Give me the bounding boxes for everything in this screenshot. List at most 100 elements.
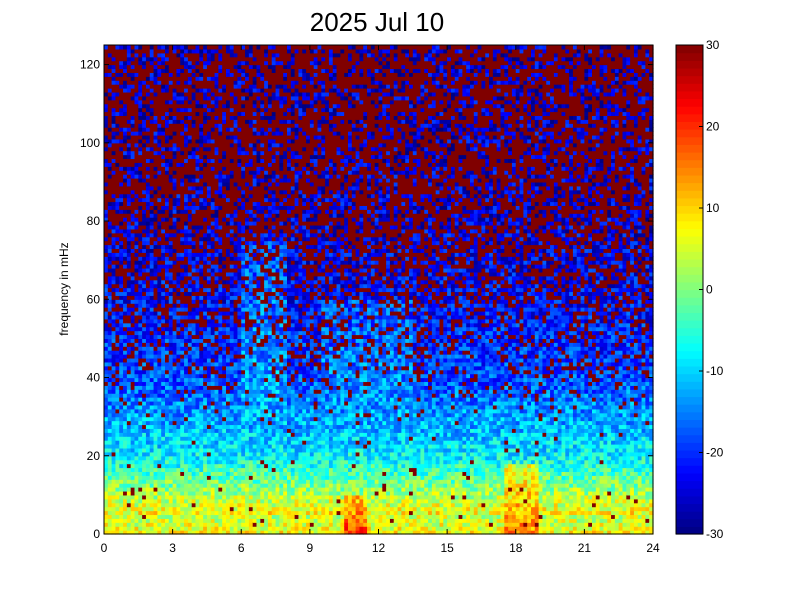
heatmap-cell: [234, 452, 238, 457]
heatmap-cell: [104, 213, 108, 218]
heatmap-cell: [218, 374, 222, 379]
heatmap-cell: [215, 45, 219, 50]
heatmap-cell: [199, 334, 203, 339]
heatmap-cell: [127, 401, 131, 406]
heatmap-cell: [203, 166, 207, 171]
heatmap-cell: [138, 319, 142, 324]
heatmap-cell: [123, 417, 127, 422]
heatmap-cell: [211, 362, 215, 367]
heatmap-cell: [241, 272, 245, 277]
heatmap-cell: [180, 76, 184, 81]
heatmap-cell: [230, 385, 234, 390]
heatmap-cell: [157, 452, 161, 457]
heatmap-cell: [234, 448, 238, 453]
heatmap-cell: [161, 495, 165, 500]
heatmap-cell: [199, 358, 203, 363]
heatmap-cell: [234, 127, 238, 132]
heatmap-cell: [119, 479, 123, 484]
heatmap-cell: [154, 139, 158, 144]
heatmap-cell: [112, 49, 116, 54]
heatmap-cell: [199, 237, 203, 242]
heatmap-cell: [245, 334, 249, 339]
heatmap-cell: [161, 346, 165, 351]
heatmap-cell: [230, 166, 234, 171]
heatmap-cell: [180, 440, 184, 445]
heatmap-cell: [173, 522, 177, 527]
heatmap-cell: [211, 295, 215, 300]
heatmap-cell: [180, 72, 184, 77]
heatmap-cell: [104, 346, 108, 351]
heatmap-cell: [176, 49, 180, 54]
heatmap-cell: [192, 80, 196, 85]
heatmap-cell: [127, 260, 131, 265]
heatmap-cell: [115, 233, 119, 238]
heatmap-cell: [241, 444, 245, 449]
heatmap-cell: [199, 409, 203, 414]
heatmap-cell: [123, 260, 127, 265]
heatmap-cell: [188, 245, 192, 250]
heatmap-cell: [154, 288, 158, 293]
heatmap-cell: [104, 319, 108, 324]
heatmap-cell: [180, 499, 184, 504]
heatmap-cell: [234, 260, 238, 265]
heatmap-cell: [237, 229, 241, 234]
heatmap-cell: [154, 233, 158, 238]
heatmap-cell: [230, 370, 234, 375]
heatmap-cell: [199, 503, 203, 508]
heatmap-cell: [196, 499, 200, 504]
heatmap-cell: [169, 57, 173, 62]
heatmap-cell: [237, 303, 241, 308]
heatmap-cell: [180, 147, 184, 152]
heatmap-cell: [253, 424, 257, 429]
heatmap-cell: [119, 456, 123, 461]
heatmap-cell: [253, 104, 257, 109]
heatmap-cell: [138, 151, 142, 156]
heatmap-cell: [127, 307, 131, 312]
heatmap-cell: [196, 432, 200, 437]
heatmap-cell: [146, 327, 150, 332]
heatmap-cell: [222, 112, 226, 117]
heatmap-cell: [150, 256, 154, 261]
heatmap-cell: [173, 233, 177, 238]
heatmap-cell: [192, 61, 196, 66]
heatmap-cell: [135, 53, 139, 58]
heatmap-cell: [196, 381, 200, 386]
heatmap-cell: [184, 464, 188, 469]
heatmap-cell: [131, 166, 135, 171]
heatmap-cell: [169, 334, 173, 339]
heatmap-cell: [127, 217, 131, 222]
heatmap-cell: [192, 315, 196, 320]
heatmap-cell: [108, 205, 112, 210]
heatmap-cell: [196, 213, 200, 218]
heatmap-cell: [192, 135, 196, 140]
heatmap-cell: [119, 307, 123, 312]
heatmap-cell: [188, 378, 192, 383]
heatmap-cell: [211, 280, 215, 285]
heatmap-cell: [226, 436, 230, 441]
heatmap-cell: [180, 190, 184, 195]
heatmap-cell: [234, 499, 238, 504]
heatmap-cell: [237, 401, 241, 406]
heatmap-cell: [112, 127, 116, 132]
heatmap-cell: [196, 452, 200, 457]
heatmap-cell: [245, 201, 249, 206]
heatmap-cell: [157, 151, 161, 156]
heatmap-cell: [192, 237, 196, 242]
heatmap-cell: [234, 436, 238, 441]
heatmap-cell: [215, 72, 219, 77]
heatmap-cell: [119, 315, 123, 320]
heatmap-cell: [184, 147, 188, 152]
heatmap-cell: [119, 511, 123, 516]
heatmap-cell: [222, 518, 226, 523]
heatmap-cell: [112, 92, 116, 97]
heatmap-cell: [207, 135, 211, 140]
heatmap-cell: [203, 256, 207, 261]
heatmap-cell: [173, 284, 177, 289]
heatmap-cell: [184, 378, 188, 383]
heatmap-cell: [253, 213, 257, 218]
heatmap-cell: [215, 245, 219, 250]
heatmap-cell: [112, 162, 116, 167]
heatmap-cell: [196, 174, 200, 179]
heatmap-cell: [180, 338, 184, 343]
heatmap-cell: [123, 84, 127, 89]
